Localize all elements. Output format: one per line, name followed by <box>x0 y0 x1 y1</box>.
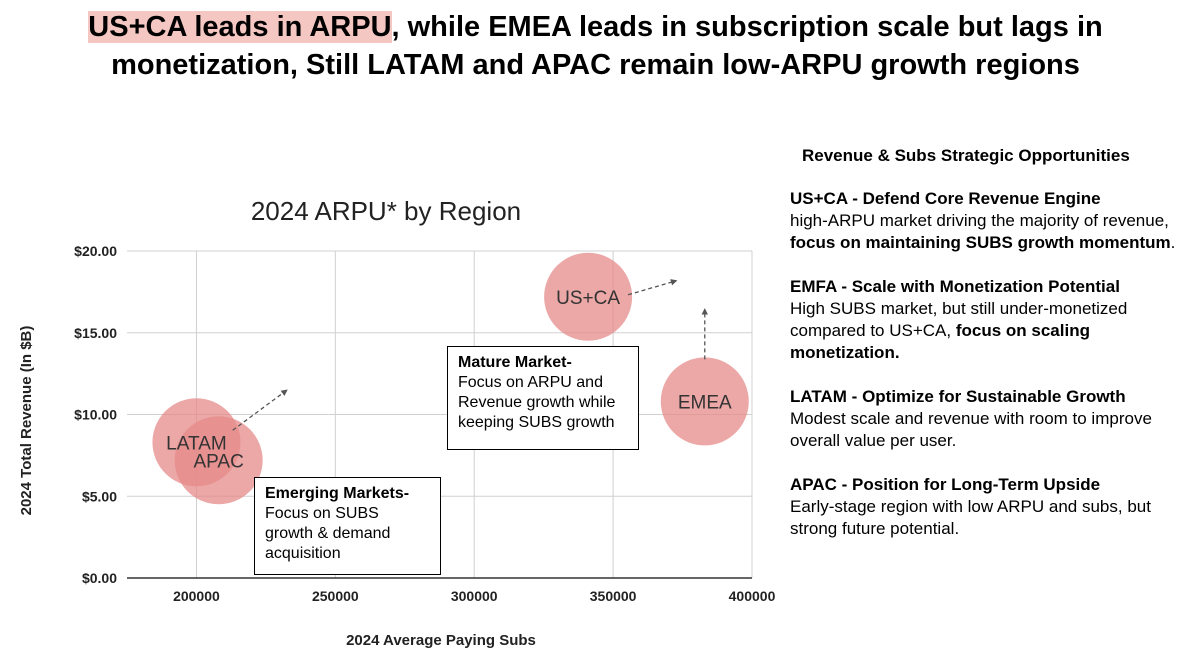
strategy-item-text: Modest scale and revenue with room to im… <box>790 409 1152 450</box>
bubble-usca <box>544 252 633 341</box>
strategy-panel-title: Revenue & Subs Strategic Opportunities <box>802 146 1130 165</box>
bubble-label: LATAM <box>166 433 227 454</box>
headline: US+CA leads in ARPU, while EMEA leads in… <box>0 8 1191 84</box>
x-tick-label: 200000 <box>173 588 220 604</box>
mature-market-text: Focus on ARPU and Revenue growth while k… <box>458 374 616 431</box>
strategy-item-title: US+CA - Defend Core Revenue Engine <box>790 189 1101 208</box>
x-tick-label: 350000 <box>590 588 637 604</box>
headline-highlight: US+CA leads in ARPU <box>88 11 392 43</box>
y-tick-label: $20.00 <box>74 243 117 259</box>
bubble-emea <box>660 357 749 446</box>
mature-market-callout: Mature Market- Focus on ARPU and Revenue… <box>447 346 639 450</box>
x-tick-label: 400000 <box>729 588 776 604</box>
arpu-bubble-chart: 2024 ARPU* by Region 200000 250000 300000 35… <box>18 196 776 649</box>
y-tick-label: $10.00 <box>74 407 117 423</box>
strategy-item-text: High SUBS market, but still under-moneti… <box>790 299 1128 340</box>
strategy-item-emea: EMFA - Scale with Monetization Potential… <box>790 276 1180 364</box>
bubble-apac <box>174 416 263 505</box>
y-tick-label: $15.00 <box>74 325 117 341</box>
latam-apac-growth-arrow <box>232 389 288 431</box>
strategy-panel: Revenue & Subs Strategic Opportunities U… <box>790 146 1180 540</box>
bubble-label: APAC <box>193 451 243 472</box>
x-tick-label: 250000 <box>312 588 359 604</box>
strategy-item-latam: LATAM - Optimize for Sustainable Growth … <box>790 386 1180 452</box>
mature-market-title: Mature Market- <box>458 354 572 371</box>
strategy-item-title: EMFA - Scale with Monetization Potential <box>790 277 1120 296</box>
strategy-item-text: Early-stage region with low ARPU and sub… <box>790 497 1151 538</box>
strategy-item-tail: . <box>1170 233 1176 252</box>
emerging-markets-callout: Emerging Markets- Focus on SUBS growth &… <box>254 477 441 575</box>
bubble-label: EMEA <box>678 392 732 413</box>
strategy-item-usca: US+CA - Defend Core Revenue Engine high-… <box>790 188 1180 254</box>
y-axis-label: 2024 Total Revenue (In $B) <box>18 326 35 516</box>
strategy-item-emphasis: focus on maintaining SUBS growth momentu… <box>790 233 1171 252</box>
x-axis-label: 2024 Average Paying Subs <box>346 632 536 649</box>
emerging-markets-text: Focus on SUBS growth & demand acquisitio… <box>265 505 391 562</box>
strategy-item-title: LATAM - Optimize for Sustainable Growth <box>790 387 1126 406</box>
bubble-label: US+CA <box>556 288 620 309</box>
x-tick-label: 300000 <box>451 588 498 604</box>
strategy-item-title: APAC - Position for Long-Term Upside <box>790 475 1101 494</box>
emerging-markets-title: Emerging Markets- <box>265 485 410 502</box>
headline-rest: , while EMEA leads in subscription scale… <box>111 11 1103 81</box>
strategy-item-apac: APAC - Position for Long-Term Upside Ear… <box>790 474 1180 540</box>
strategy-item-text: high-ARPU market driving the majority of… <box>790 211 1169 230</box>
strategy-item-emphasis: focus on scaling monetization. <box>790 321 1090 362</box>
y-tick-label: $5.00 <box>82 488 117 504</box>
y-tick-label: $0.00 <box>82 570 117 586</box>
usca-growth-arrow <box>627 279 678 296</box>
chart-title: 2024 ARPU* by Region <box>251 196 521 226</box>
